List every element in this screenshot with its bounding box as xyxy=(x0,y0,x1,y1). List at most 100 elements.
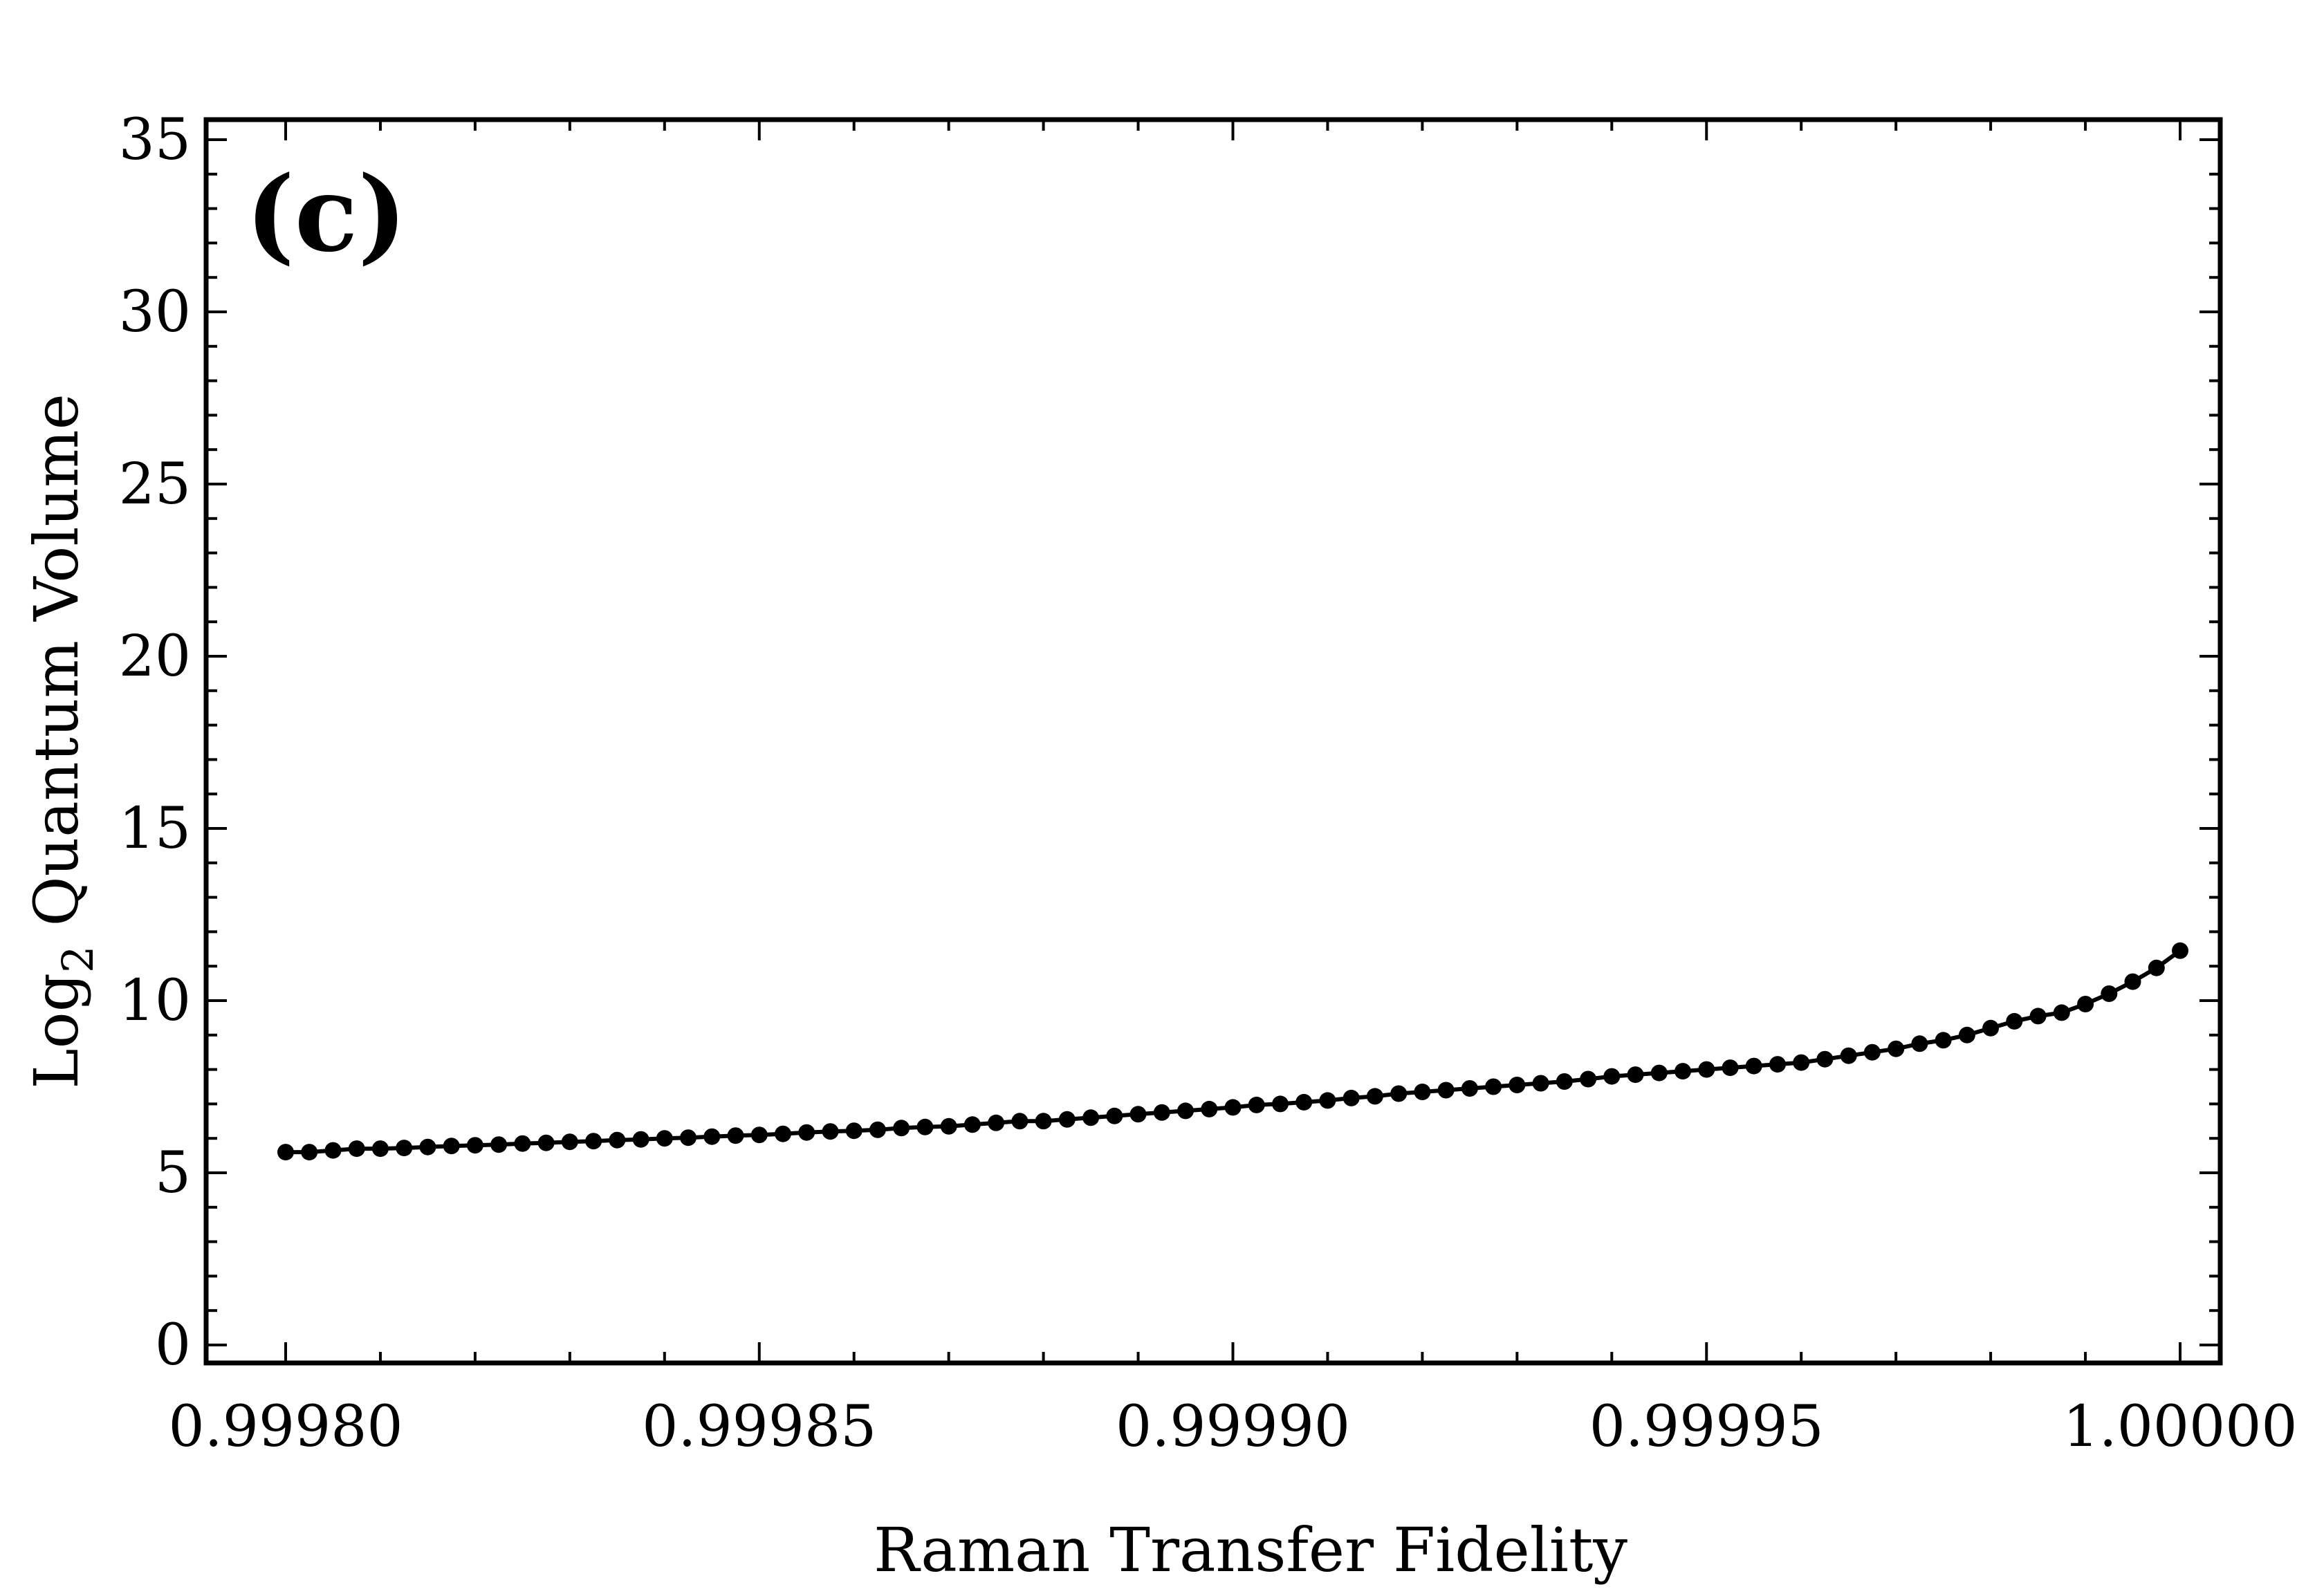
x-tick-label: 0.99995 xyxy=(1589,1394,1824,1460)
data-point xyxy=(2124,973,2141,990)
data-point xyxy=(1532,1075,1549,1092)
y-axis-title-subscript: 2 xyxy=(53,945,103,972)
data-point xyxy=(869,1121,886,1138)
data-point xyxy=(750,1126,768,1144)
panel-label: (c) xyxy=(246,154,407,275)
data-point xyxy=(1343,1089,1360,1106)
plot-frame xyxy=(203,117,2223,1366)
data-point xyxy=(1058,1111,1076,1128)
data-point xyxy=(1958,1026,1975,1043)
data-point xyxy=(1390,1085,1408,1102)
data-point xyxy=(1461,1080,1478,1097)
data-point xyxy=(822,1123,839,1140)
x-tick-label: 0.99985 xyxy=(642,1394,876,1460)
data-point xyxy=(1129,1106,1147,1123)
data-point xyxy=(1863,1043,1881,1061)
data-point xyxy=(1248,1096,1265,1113)
data-point xyxy=(2053,1004,2070,1021)
data-point xyxy=(2029,1008,2047,1025)
data-point xyxy=(798,1124,815,1141)
data-point xyxy=(1153,1104,1170,1121)
data-point xyxy=(537,1134,555,1151)
data-point xyxy=(1793,1054,1810,1071)
data-point xyxy=(396,1140,413,1157)
data-point xyxy=(1509,1077,1526,1093)
data-point xyxy=(632,1131,649,1148)
data-point xyxy=(1888,1040,1905,1057)
data-point xyxy=(1675,1063,1691,1080)
data-point xyxy=(585,1133,602,1150)
data-point xyxy=(1722,1059,1739,1077)
data-point xyxy=(1911,1035,1928,1052)
data-point xyxy=(1556,1073,1573,1090)
data-point xyxy=(1745,1057,1762,1075)
data-point xyxy=(419,1138,436,1156)
y-tick-label: 35 xyxy=(119,107,191,173)
data-point xyxy=(466,1137,483,1154)
data-point xyxy=(1272,1095,1289,1113)
x-axis-title: Raman Transfer Fidelity xyxy=(874,1514,1627,1586)
y-tick-label: 20 xyxy=(119,624,191,689)
data-point xyxy=(1485,1078,1502,1095)
y-axis-title-rest: Quantum Volume xyxy=(21,393,92,945)
series-group xyxy=(277,942,2188,1161)
y-tick-label: 10 xyxy=(119,968,191,1034)
tick-labels: 0.99980 0.99985 0.99990 0.99995 1.00000 0 5 10 1… xyxy=(119,107,2298,1460)
x-tick-label: 0.99990 xyxy=(1116,1394,1350,1460)
data-point xyxy=(940,1117,957,1135)
data-point xyxy=(727,1127,744,1144)
y-axis-title-log: Log xyxy=(21,973,92,1089)
data-point xyxy=(963,1116,981,1133)
data-point xyxy=(1840,1047,1857,1064)
data-point xyxy=(277,1144,294,1161)
data-point xyxy=(680,1129,697,1147)
y-tick-label: 0 xyxy=(155,1312,191,1378)
data-point xyxy=(1106,1107,1123,1124)
data-point xyxy=(1580,1070,1597,1088)
data-point xyxy=(2101,985,2118,1002)
data-point xyxy=(1935,1032,1952,1049)
data-point xyxy=(656,1130,673,1147)
data-point xyxy=(1816,1050,1834,1068)
y-tick-label: 5 xyxy=(155,1140,191,1206)
y-tick-label: 25 xyxy=(119,452,191,517)
data-point xyxy=(893,1120,910,1137)
data-point xyxy=(514,1135,531,1152)
data-point xyxy=(1603,1068,1621,1085)
data-point xyxy=(2148,959,2165,976)
data-point xyxy=(1698,1061,1715,1078)
y-tick-label: 30 xyxy=(119,279,191,345)
data-point xyxy=(324,1142,342,1159)
data-point xyxy=(1295,1093,1313,1111)
data-point xyxy=(1201,1100,1218,1117)
data-point xyxy=(348,1140,365,1158)
x-tick-label: 0.99980 xyxy=(168,1394,403,1460)
data-point xyxy=(1414,1084,1431,1100)
data-point xyxy=(1366,1088,1383,1105)
data-point xyxy=(916,1118,934,1135)
data-point xyxy=(561,1133,578,1151)
data-point xyxy=(1982,1019,2000,1037)
data-point xyxy=(1650,1064,1668,1082)
data-point xyxy=(1035,1113,1052,1130)
data-point xyxy=(2077,996,2094,1012)
data-point xyxy=(1177,1102,1194,1120)
data-point xyxy=(1627,1066,1644,1084)
data-point xyxy=(1769,1056,1786,1073)
data-point xyxy=(988,1114,1005,1131)
data-point xyxy=(2172,942,2188,959)
data-point xyxy=(1224,1099,1242,1116)
axis-ticks xyxy=(206,120,2220,1363)
data-point xyxy=(1319,1092,1336,1109)
x-tick-label: 1.00000 xyxy=(2063,1394,2297,1460)
data-point xyxy=(775,1125,791,1142)
data-point xyxy=(2006,1012,2023,1030)
data-point xyxy=(490,1136,508,1153)
data-point xyxy=(443,1138,460,1155)
data-point xyxy=(1082,1109,1100,1126)
data-point xyxy=(371,1140,389,1158)
data-point xyxy=(609,1131,626,1149)
y-tick-label: 15 xyxy=(119,796,191,862)
data-point xyxy=(703,1128,721,1145)
